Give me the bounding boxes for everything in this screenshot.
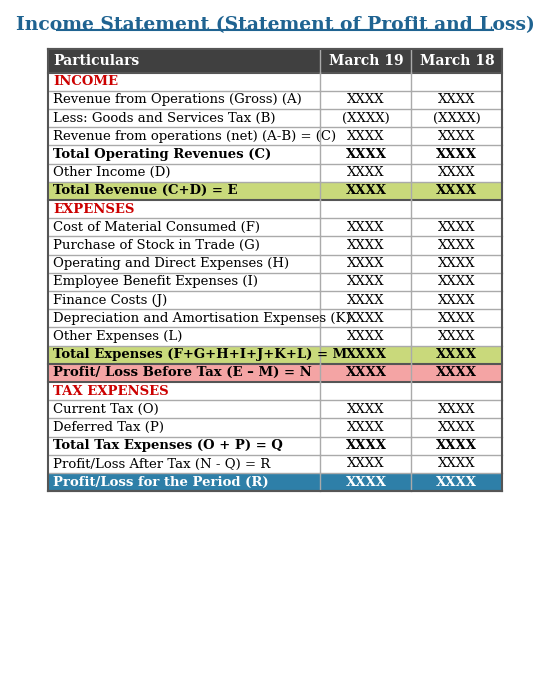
Bar — [48, 436, 502, 455]
Text: Income Statement (Statement of Profit and Loss): Income Statement (Statement of Profit an… — [15, 16, 535, 34]
Text: XXXX: XXXX — [347, 312, 384, 325]
Text: Profit/Loss for the Period (R): Profit/Loss for the Period (R) — [53, 475, 269, 489]
Text: XXXX: XXXX — [438, 257, 476, 270]
Text: INCOME: INCOME — [53, 75, 118, 88]
Text: Finance Costs (J): Finance Costs (J) — [53, 294, 167, 307]
Text: XXXX: XXXX — [347, 166, 384, 179]
Bar — [48, 309, 502, 327]
Bar — [48, 273, 502, 291]
Text: XXXX: XXXX — [345, 349, 387, 361]
Text: Revenue from Operations (Gross) (A): Revenue from Operations (Gross) (A) — [53, 93, 302, 106]
Text: XXXX: XXXX — [347, 403, 384, 416]
Bar — [48, 400, 502, 419]
Text: Total Operating Revenues (C): Total Operating Revenues (C) — [53, 148, 271, 161]
Text: XXXX: XXXX — [438, 294, 476, 307]
Bar — [48, 364, 502, 382]
Text: XXXX: XXXX — [436, 439, 477, 452]
Bar — [48, 254, 502, 273]
Text: TAX EXPENSES: TAX EXPENSES — [53, 385, 169, 398]
Bar — [48, 182, 502, 200]
Text: XXXX: XXXX — [347, 421, 384, 434]
Text: EXPENSES: EXPENSES — [53, 203, 134, 216]
Text: Operating and Direct Expenses (H): Operating and Direct Expenses (H) — [53, 257, 289, 270]
Text: XXXX: XXXX — [438, 221, 476, 234]
Bar — [48, 109, 502, 128]
Text: XXXX: XXXX — [345, 366, 387, 379]
Text: XXXX: XXXX — [345, 184, 387, 197]
Text: XXXX: XXXX — [347, 239, 384, 252]
Text: XXXX: XXXX — [438, 330, 476, 343]
Bar — [48, 382, 502, 400]
Text: Particulars: Particulars — [53, 54, 139, 68]
Text: XXXX: XXXX — [438, 276, 476, 288]
Text: Less: Goods and Services Tax (B): Less: Goods and Services Tax (B) — [53, 112, 276, 125]
Text: XXXX: XXXX — [438, 458, 476, 471]
Text: Revenue from operations (net) (A-B) = (C): Revenue from operations (net) (A-B) = (C… — [53, 130, 336, 143]
Text: XXXX: XXXX — [347, 93, 384, 106]
Bar — [48, 473, 502, 491]
Text: Employee Benefit Expenses (I): Employee Benefit Expenses (I) — [53, 276, 258, 288]
Text: Other Expenses (L): Other Expenses (L) — [53, 330, 183, 343]
Bar — [48, 327, 502, 346]
Text: (XXXX): (XXXX) — [342, 112, 390, 125]
Text: XXXX: XXXX — [438, 239, 476, 252]
Text: Profit/ Loss Before Tax (E – M) = N: Profit/ Loss Before Tax (E – M) = N — [53, 366, 312, 379]
Text: Depreciation and Amortisation Expenses (K): Depreciation and Amortisation Expenses (… — [53, 312, 351, 325]
Bar — [48, 291, 502, 309]
Text: Purchase of Stock in Trade (G): Purchase of Stock in Trade (G) — [53, 239, 260, 252]
Text: XXXX: XXXX — [345, 439, 387, 452]
Bar — [48, 200, 502, 218]
Text: XXXX: XXXX — [345, 475, 387, 489]
Text: March 19: March 19 — [329, 54, 403, 68]
Text: XXXX: XXXX — [438, 421, 476, 434]
Text: XXXX: XXXX — [347, 257, 384, 270]
Text: XXXX: XXXX — [347, 276, 384, 288]
Bar — [48, 72, 502, 91]
Text: XXXX: XXXX — [438, 403, 476, 416]
Bar — [48, 419, 502, 436]
Text: XXXX: XXXX — [347, 130, 384, 143]
Text: XXXX: XXXX — [347, 294, 384, 307]
Text: Other Income (D): Other Income (D) — [53, 166, 170, 179]
Text: XXXX: XXXX — [438, 312, 476, 325]
Text: Cost of Material Consumed (F): Cost of Material Consumed (F) — [53, 221, 260, 234]
Text: XXXX: XXXX — [438, 166, 476, 179]
Text: XXXX: XXXX — [436, 366, 477, 379]
Bar — [48, 164, 502, 182]
Bar — [48, 237, 502, 254]
Text: Profit/Loss After Tax (N - Q) = R: Profit/Loss After Tax (N - Q) = R — [53, 458, 271, 471]
Text: XXXX: XXXX — [436, 148, 477, 161]
Text: XXXX: XXXX — [436, 184, 477, 197]
Bar — [48, 346, 502, 364]
Text: XXXX: XXXX — [347, 330, 384, 343]
Text: Total Revenue (C+D) = E: Total Revenue (C+D) = E — [53, 184, 238, 197]
Bar — [48, 49, 502, 72]
Bar — [48, 128, 502, 145]
Text: XXXX: XXXX — [345, 148, 387, 161]
Text: XXXX: XXXX — [347, 458, 384, 471]
Text: XXXX: XXXX — [347, 221, 384, 234]
Text: March 18: March 18 — [420, 54, 494, 68]
Text: Total Tax Expenses (O + P) = Q: Total Tax Expenses (O + P) = Q — [53, 439, 283, 452]
Text: Current Tax (O): Current Tax (O) — [53, 403, 159, 416]
Text: XXXX: XXXX — [436, 349, 477, 361]
Text: Total Expenses (F+G+H+I+J+K+L) = M: Total Expenses (F+G+H+I+J+K+L) = M — [53, 349, 348, 361]
Bar — [48, 145, 502, 164]
Text: XXXX: XXXX — [436, 475, 477, 489]
Bar — [48, 218, 502, 237]
Bar — [48, 91, 502, 109]
Text: XXXX: XXXX — [438, 93, 476, 106]
Text: (XXXX): (XXXX) — [433, 112, 481, 125]
Text: Deferred Tax (P): Deferred Tax (P) — [53, 421, 164, 434]
Text: XXXX: XXXX — [438, 130, 476, 143]
Bar — [48, 455, 502, 473]
